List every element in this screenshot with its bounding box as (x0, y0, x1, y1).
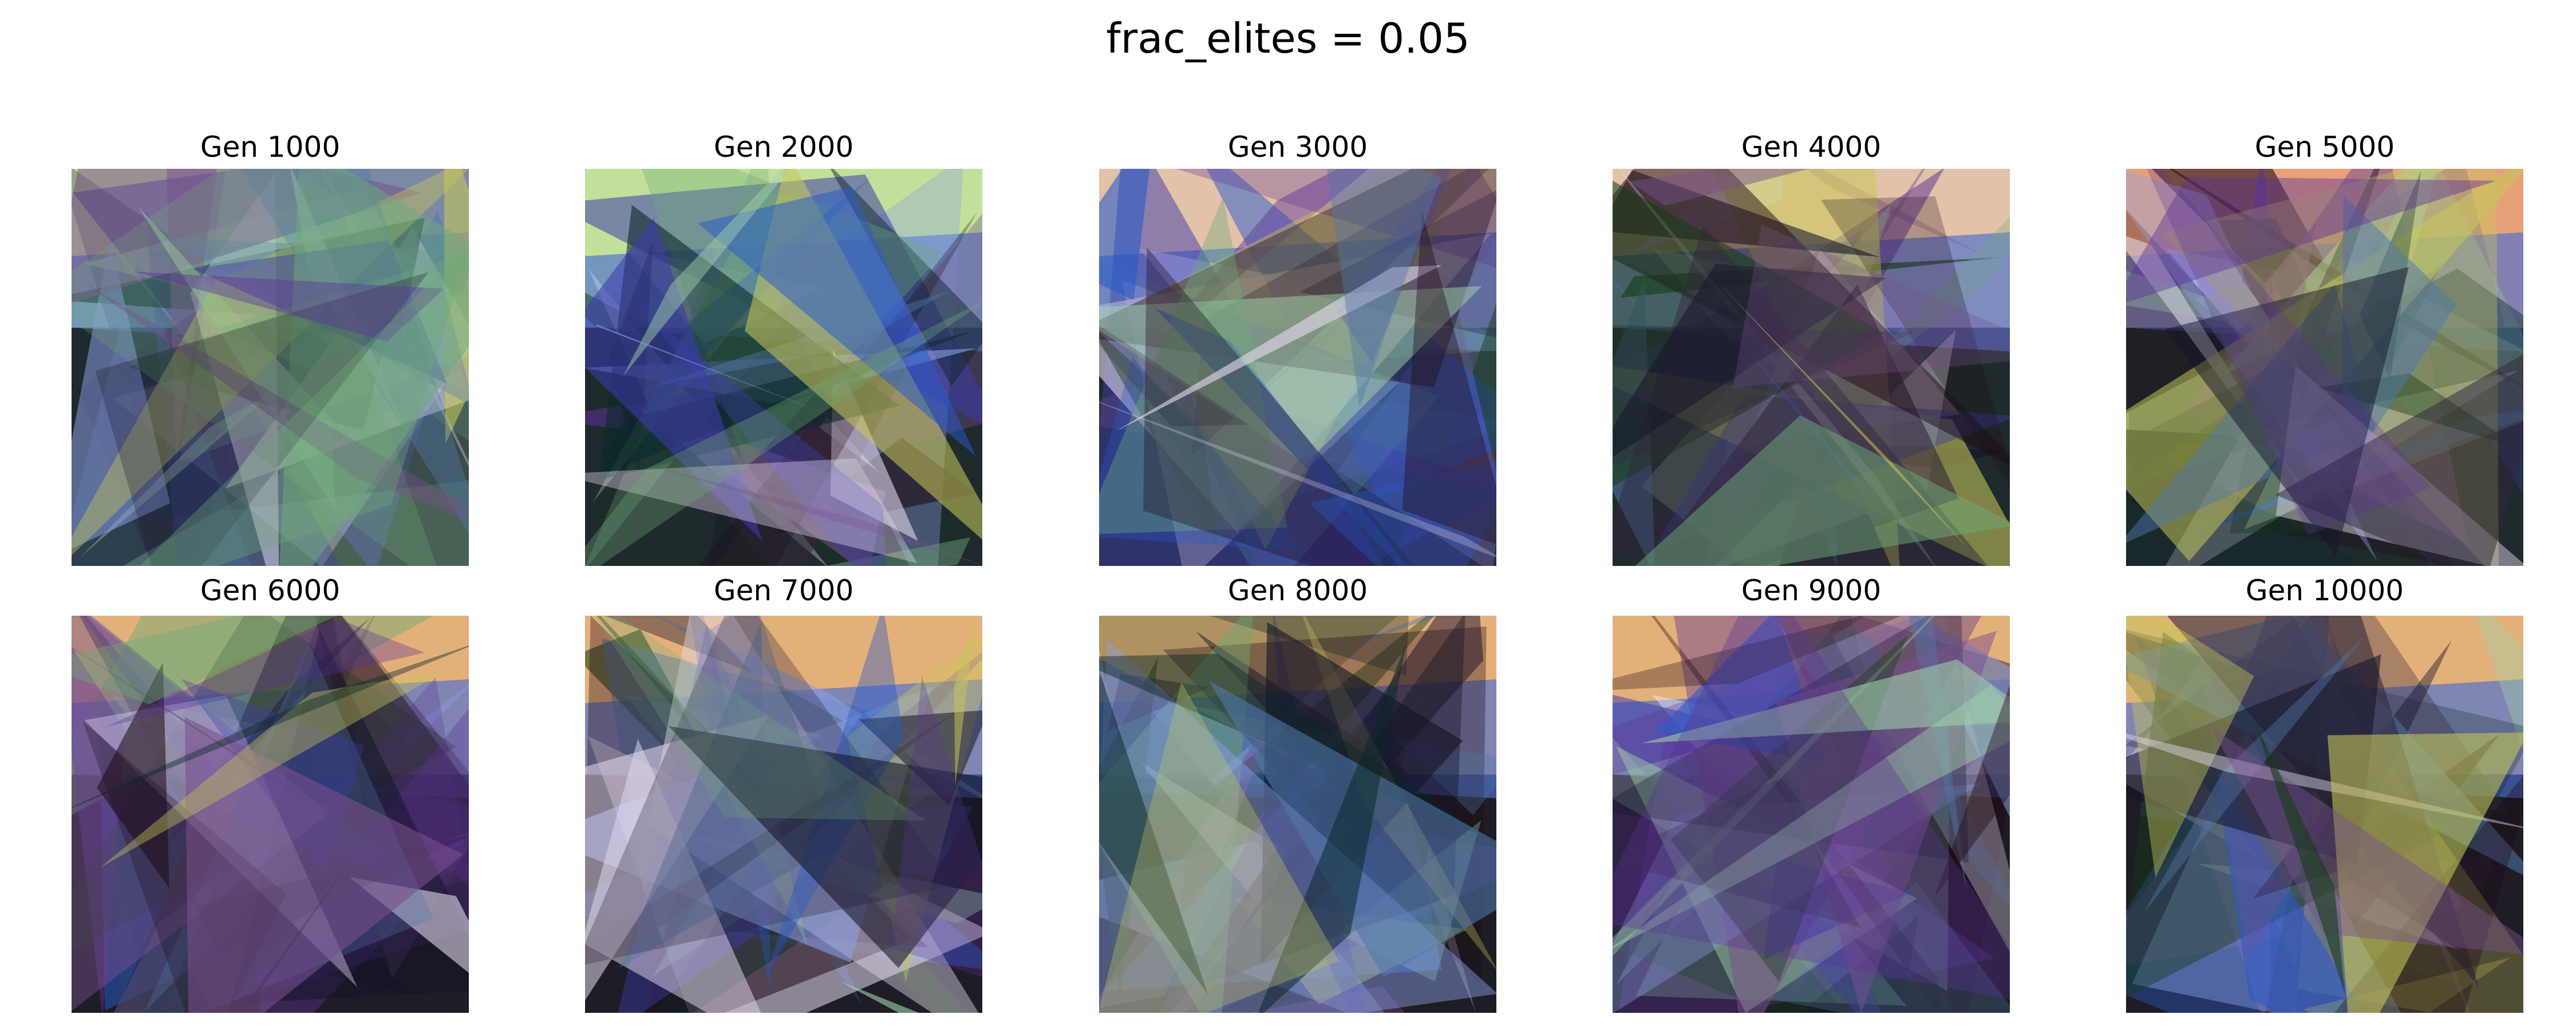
panel-title: Gen 2000 (713, 130, 854, 164)
evolved-triangle-image (72, 616, 469, 1013)
panel-title: Gen 10000 (2245, 574, 2404, 607)
evolved-triangle-image (585, 169, 982, 566)
evolved-triangle-image (1099, 169, 1496, 566)
panel-title: Gen 9000 (1741, 574, 1882, 607)
panel-title: Gen 1000 (200, 130, 341, 164)
evolved-triangle-image (585, 616, 982, 1013)
panel-title: Gen 8000 (1227, 574, 1368, 607)
evolved-triangle-image (1613, 169, 2010, 566)
panel-title: Gen 3000 (1227, 130, 1368, 164)
evolved-triangle-image (72, 169, 469, 566)
panel-title: Gen 7000 (713, 574, 854, 607)
evolved-triangle-image (2126, 616, 2523, 1013)
figure-title: frac_elites = 0.05 (1106, 14, 1470, 62)
panel-title: Gen 4000 (1741, 130, 1882, 164)
evolved-triangle-image (1613, 616, 2010, 1013)
panel-title: Gen 5000 (2254, 130, 2395, 164)
evolved-triangle-image (2126, 169, 2523, 566)
evolved-triangle-image (1099, 616, 1496, 1013)
panel-title: Gen 6000 (200, 574, 341, 607)
